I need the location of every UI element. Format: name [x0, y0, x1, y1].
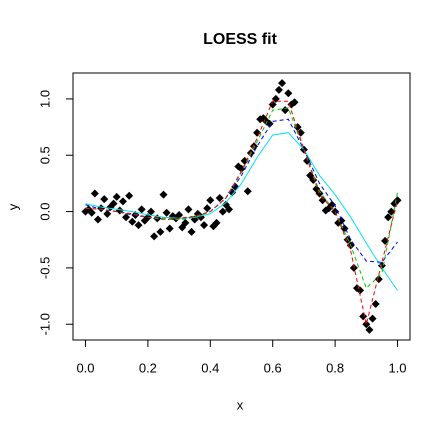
point — [162, 208, 171, 217]
point — [165, 224, 174, 233]
point — [327, 200, 336, 209]
point — [296, 128, 305, 137]
point — [206, 196, 215, 205]
point — [118, 197, 127, 206]
point — [156, 227, 165, 236]
y-tick-label: 1.0 — [37, 90, 52, 108]
point — [362, 320, 371, 329]
point — [87, 208, 96, 217]
point — [218, 207, 227, 216]
point — [175, 210, 184, 219]
y-tick-label: 0.0 — [37, 203, 52, 221]
x-tick-label: 0.0 — [76, 360, 94, 375]
point — [240, 156, 249, 165]
point — [225, 205, 234, 214]
point — [159, 190, 168, 199]
point — [371, 299, 380, 308]
point — [112, 192, 121, 201]
x-tick-label: 0.2 — [139, 360, 157, 375]
y-tick-label: -1.0 — [37, 313, 52, 335]
point — [187, 227, 196, 236]
x-tick-label: 0.8 — [326, 360, 344, 375]
point — [212, 218, 221, 227]
point — [274, 85, 283, 94]
x-tick-label: 0.4 — [201, 360, 219, 375]
point — [125, 191, 134, 200]
y-tick-label: -0.5 — [37, 257, 52, 279]
point — [243, 187, 252, 196]
point — [93, 215, 102, 224]
point — [290, 98, 299, 107]
point — [359, 312, 368, 321]
point — [265, 119, 274, 128]
fit-line — [85, 118, 398, 263]
point — [150, 232, 159, 241]
point — [365, 325, 374, 334]
fit-line — [85, 100, 398, 325]
point — [181, 218, 190, 227]
x-tick-label: 0.6 — [264, 360, 282, 375]
point — [122, 213, 131, 222]
y-axis-label: y — [5, 203, 20, 210]
point — [134, 221, 143, 230]
point — [184, 205, 193, 214]
point — [284, 89, 293, 98]
point — [147, 207, 156, 216]
point — [137, 205, 146, 214]
point — [368, 314, 377, 323]
point — [103, 209, 112, 218]
point — [200, 221, 209, 230]
point — [100, 195, 109, 204]
fit-line — [85, 132, 398, 291]
x-tick-label: 1.0 — [388, 360, 406, 375]
point — [337, 216, 346, 225]
point — [309, 176, 318, 185]
point — [278, 79, 287, 88]
chart-title: LOESS fit — [203, 31, 277, 48]
y-tick-label: 0.5 — [37, 146, 52, 164]
point — [128, 217, 137, 226]
point — [215, 194, 224, 203]
point — [109, 199, 118, 208]
x-axis-label: x — [237, 397, 244, 412]
point — [268, 100, 277, 109]
point — [90, 189, 99, 198]
point — [203, 204, 212, 213]
point — [381, 236, 390, 245]
point — [384, 213, 393, 222]
point — [356, 286, 365, 295]
